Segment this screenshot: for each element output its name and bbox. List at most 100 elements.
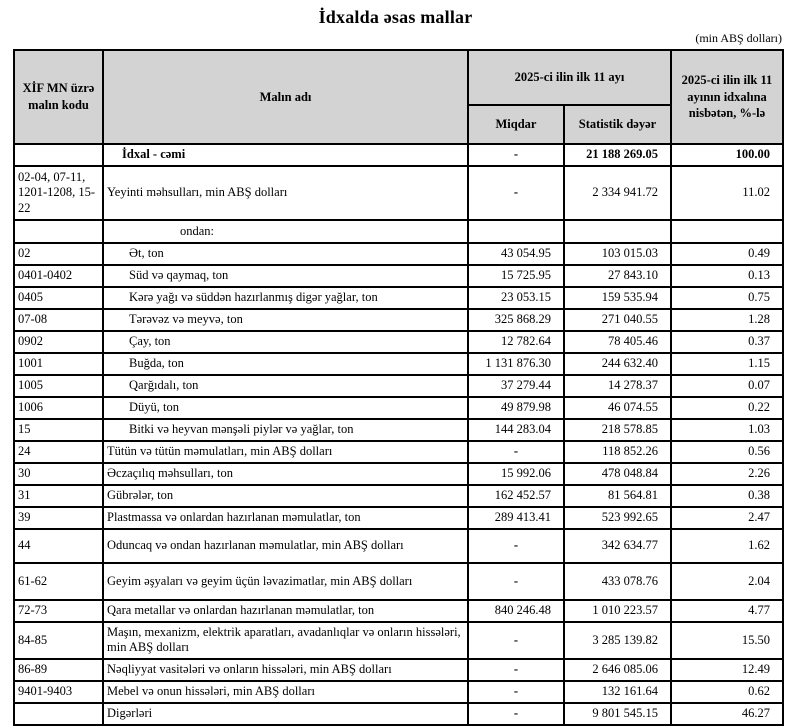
row-stat-value-cell: 81 564.81 (563, 484, 672, 508)
table-header: XİF MN üzrə malın kodu Malın adı 2025-ci… (13, 49, 784, 145)
row-quantity-cell: - (467, 679, 565, 704)
header-period-group-cell: 2025-ci ilin ilk 11 ayı (467, 49, 672, 106)
table-row: 31 Gübrələr, ton 162 452.57 81 564.81 0.38 (13, 484, 784, 508)
row-share-cell: 1.28 (670, 308, 784, 332)
row-quantity-cell: 37 279.44 (467, 374, 565, 398)
table-body: İdxal - cəmi -21 188 269.05 100.00 02-04, 0… (13, 143, 784, 726)
header-quantity-cell: Miqdar (467, 104, 565, 145)
row-stat-value-cell: 1 010 223.57 (563, 599, 672, 623)
row-name-cell: Mebel və onun hissələri, min ABŞ dolları (102, 679, 469, 704)
row-name-cell: Yeyinti məhsulları, min ABŞ dolları (102, 165, 469, 221)
table-row: 24 Tütün və tütün məmulatları, min ABŞ do… (13, 440, 784, 464)
row-stat-value-cell: 159 535.94 (563, 286, 672, 310)
table-row: Digərləri -9 801 545.15 46.27 (13, 701, 784, 726)
row-quantity-cell: 1 131 876.30 (467, 352, 565, 376)
row-stat-value-cell: 132 161.64 (563, 679, 672, 704)
row-quantity-cell: - (467, 657, 565, 682)
row-share-cell: 46.27 (670, 701, 784, 726)
row-stat-value-cell: 342 634.77 (563, 528, 672, 564)
row-stat-value-cell: 218 578.85 (563, 418, 672, 442)
row-code-cell: 9401-9403 (13, 679, 104, 704)
row-share-cell: 0.49 (670, 242, 784, 266)
row-share-cell: 0.38 (670, 484, 784, 508)
row-share-cell: 1.62 (670, 528, 784, 564)
row-code-cell: 15 (13, 418, 104, 442)
row-stat-value-cell: 478 048.84 (563, 462, 672, 486)
row-code-cell: 1005 (13, 374, 104, 398)
row-quantity-cell: 23 053.15 (467, 286, 565, 310)
page-title: İdxalda əsas mallar (318, 7, 473, 27)
row-share-cell: 0.62 (670, 679, 784, 704)
header-stat-value-cell: Statistik dəyər (563, 104, 672, 145)
row-code-cell: 39 (13, 506, 104, 530)
row-name-cell: Plastmassa və onlardan hazırlanan məmula… (102, 506, 469, 530)
row-code-cell: 1006 (13, 396, 104, 420)
row-name-cell: Kərə yağı və süddən hazırlanmış digər ya… (102, 286, 469, 310)
row-quantity-cell: 12 782.64 (467, 330, 565, 354)
row-name-cell: Tərəvəz və meyvə, ton (102, 308, 469, 332)
table-row: 02 Ət, ton 43 054.95 103 015.03 0.49 (13, 242, 784, 266)
table-row: 0401-0402 Süd və qaymaq, ton 15 725.95 27 8… (13, 264, 784, 288)
row-code-cell (13, 143, 104, 167)
row-stat-value-cell: 523 992.65 (563, 506, 672, 530)
row-code-cell: 02 (13, 242, 104, 266)
row-stat-value-cell: 244 632.40 (563, 352, 672, 376)
row-stat-value-cell: 271 040.55 (563, 308, 672, 332)
row-code-cell: 72-73 (13, 599, 104, 623)
row-name-cell: Oduncaq və ondan hazırlanan məmulatlar, … (102, 528, 469, 564)
row-quantity-cell: - (467, 562, 565, 601)
row-name-cell: Geyim əşyaları və geyim üçün ləvazimatla… (102, 562, 469, 601)
row-stat-value-cell: 3 285 139.82 (563, 621, 672, 660)
row-code-cell: 0401-0402 (13, 264, 104, 288)
row-quantity-cell: - (467, 701, 565, 726)
row-code-cell: 24 (13, 440, 104, 464)
row-quantity-cell: 840 246.48 (467, 599, 565, 623)
row-name-cell: Tütün və tütün məmulatları, min ABŞ doll… (102, 440, 469, 464)
header-name-cell: Malın adı (102, 49, 469, 145)
row-share-cell: 0.75 (670, 286, 784, 310)
row-quantity-cell: 15 725.95 (467, 264, 565, 288)
row-name-cell: Süd və qaymaq, ton (102, 264, 469, 288)
table-row: 84-85 Maşın, mexanizm, elektrik aparatlar… (13, 621, 784, 660)
row-name-cell: Ət, ton (102, 242, 469, 266)
table-row: 15 Bitki və heyvan mənşəli piylər və yağl… (13, 418, 784, 442)
row-share-cell: 0.07 (670, 374, 784, 398)
row-quantity-cell: - (467, 143, 565, 167)
row-share-cell: 100.00 (670, 143, 784, 167)
row-name-cell: Gübrələr, ton (102, 484, 469, 508)
table-row: 44 Oduncaq və ondan hazırlanan məmulatlar… (13, 528, 784, 564)
imports-table: XİF MN üzrə malın kodu Malın adı 2025-ci… (13, 49, 784, 726)
row-name-cell: Qarğıdalı, ton (102, 374, 469, 398)
row-quantity-cell: - (467, 440, 565, 464)
row-name-cell: Maşın, mexanizm, elektrik aparatları, av… (102, 621, 469, 660)
table-row: 30 Əczaçılıq məhsulları, ton 15 992.06 478 … (13, 462, 784, 486)
row-stat-value-cell: 46 074.55 (563, 396, 672, 420)
unit-note: (min ABŞ dolları) (695, 31, 782, 45)
table-row: 61-62 Geyim əşyaları və geyim üçün ləvazi… (13, 562, 784, 601)
table-row: 1005 Qarğıdalı, ton 37 279.44 14 278.37 0.07 (13, 374, 784, 398)
table-row: İdxal - cəmi -21 188 269.05 100.00 (13, 143, 784, 167)
row-code-cell: 02-04, 07-11, 1201-1208, 15-22 (13, 165, 104, 221)
table-row: 0902 Çay, ton 12 782.64 78 405.46 0.37 (13, 330, 784, 354)
row-stat-value-cell: 433 078.76 (563, 562, 672, 601)
table-row: ondan: (13, 219, 784, 244)
row-name-cell: Qara metallar və onlardan hazırlanan məm… (102, 599, 469, 623)
row-quantity-cell (467, 219, 565, 244)
row-share-cell: 0.56 (670, 440, 784, 464)
row-name-cell: Düyü, ton (102, 396, 469, 420)
table-row: 0405 Kərə yağı və süddən hazırlanmış digə… (13, 286, 784, 310)
row-name-cell: Çay, ton (102, 330, 469, 354)
row-stat-value-cell: 78 405.46 (563, 330, 672, 354)
header-code-cell: XİF MN üzrə malın kodu (13, 49, 104, 145)
row-share-cell: 11.02 (670, 165, 784, 221)
row-quantity-cell: 49 879.98 (467, 396, 565, 420)
row-stat-value-cell: 21 188 269.05 (563, 143, 672, 167)
row-name-cell: İdxal - cəmi (102, 143, 469, 167)
table-row: 02-04, 07-11, 1201-1208, 15-22 Yeyinti mə… (13, 165, 784, 221)
row-name-cell: Digərləri (102, 701, 469, 726)
row-quantity-cell: 289 413.41 (467, 506, 565, 530)
row-code-cell (13, 219, 104, 244)
row-code-cell (13, 701, 104, 726)
row-quantity-cell: - (467, 528, 565, 564)
row-name-cell: Bitki və heyvan mənşəli piylər və yağlar… (102, 418, 469, 442)
